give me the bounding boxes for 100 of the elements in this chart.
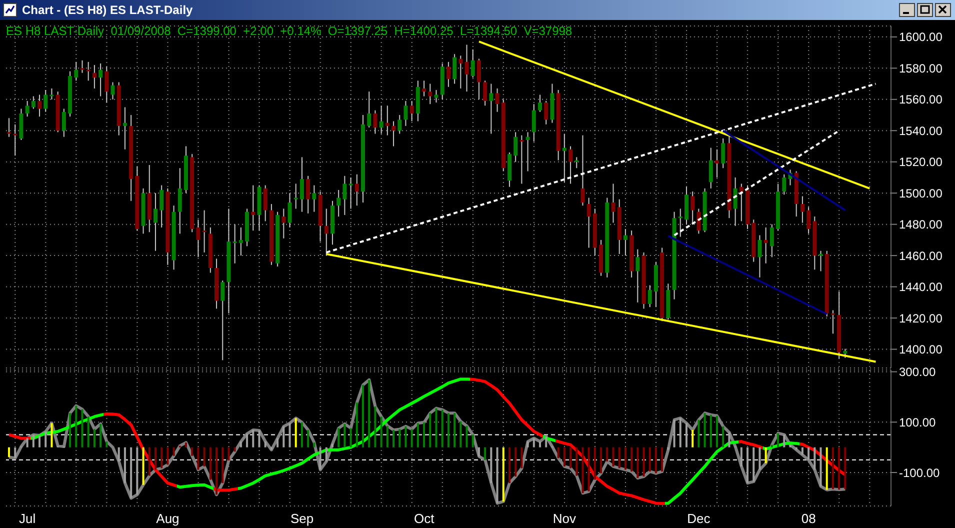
bar bbox=[466, 426, 468, 448]
bar bbox=[276, 438, 279, 448]
candlestick bbox=[538, 94, 542, 112]
bar bbox=[808, 447, 810, 460]
bar bbox=[313, 442, 316, 448]
candlestick bbox=[678, 208, 682, 238]
candlestick bbox=[348, 176, 353, 210]
bar bbox=[557, 447, 560, 458]
candlestick bbox=[830, 310, 835, 334]
candlestick bbox=[446, 61, 450, 88]
bar bbox=[600, 447, 602, 474]
candlestick bbox=[526, 132, 530, 172]
candlestick bbox=[86, 61, 90, 82]
bar bbox=[576, 447, 578, 476]
candlestick bbox=[7, 118, 11, 138]
candlestick bbox=[50, 88, 54, 100]
x-tick-label: Nov bbox=[552, 511, 577, 526]
bar bbox=[148, 447, 150, 476]
bar bbox=[69, 413, 72, 448]
bar bbox=[746, 447, 749, 484]
bar bbox=[185, 442, 187, 448]
bar bbox=[606, 447, 608, 462]
bar bbox=[618, 447, 620, 468]
candlestick bbox=[495, 88, 500, 112]
bar bbox=[282, 426, 285, 448]
bar bbox=[294, 418, 297, 448]
y-tick-label: 1600.00 bbox=[899, 30, 943, 44]
candlestick bbox=[398, 114, 402, 134]
candlestick bbox=[806, 206, 811, 234]
candlestick bbox=[306, 175, 310, 214]
bar bbox=[447, 413, 450, 448]
candlestick bbox=[263, 184, 268, 222]
candlestick bbox=[153, 192, 158, 252]
bar bbox=[838, 447, 840, 490]
candlestick bbox=[758, 234, 762, 278]
candlestick bbox=[282, 208, 286, 239]
x-tick-label: Dec bbox=[687, 511, 711, 526]
y-tick-label: 1440.00 bbox=[899, 280, 943, 294]
bar bbox=[783, 434, 786, 448]
bar bbox=[502, 447, 504, 502]
candlestick bbox=[25, 100, 30, 118]
bar bbox=[692, 430, 694, 448]
y-tick-label: -100.00 bbox=[899, 466, 940, 480]
bar bbox=[435, 408, 438, 448]
bar bbox=[81, 409, 84, 448]
bar bbox=[758, 447, 761, 470]
bar bbox=[740, 447, 742, 466]
candlestick bbox=[721, 138, 726, 169]
candlestick bbox=[764, 226, 768, 264]
candlestick bbox=[623, 228, 628, 256]
y-tick-label: 1480.00 bbox=[899, 218, 943, 232]
y-tick-label: 1500.00 bbox=[899, 186, 943, 200]
bar bbox=[820, 447, 822, 486]
bar bbox=[93, 429, 96, 448]
bar bbox=[429, 413, 432, 448]
bar bbox=[252, 430, 254, 448]
bar bbox=[246, 434, 248, 448]
y-tick-label: 1560.00 bbox=[899, 92, 943, 107]
candlestick bbox=[312, 184, 316, 212]
candlestick bbox=[288, 192, 292, 228]
candlestick bbox=[251, 184, 256, 232]
bar bbox=[222, 447, 224, 484]
bar bbox=[288, 423, 291, 448]
bar bbox=[685, 423, 688, 448]
bar bbox=[630, 447, 633, 472]
bar bbox=[454, 413, 456, 448]
bar bbox=[752, 447, 755, 482]
bar bbox=[441, 410, 444, 448]
bar bbox=[661, 447, 664, 472]
candlestick bbox=[464, 44, 469, 92]
candlestick bbox=[434, 90, 438, 104]
x-tick-label: Sep bbox=[290, 511, 314, 526]
bar bbox=[612, 447, 614, 466]
bar bbox=[172, 447, 175, 456]
bar bbox=[826, 447, 828, 490]
bar bbox=[331, 444, 334, 448]
candlestick bbox=[770, 224, 774, 258]
bar bbox=[216, 447, 218, 495]
candlestick bbox=[31, 96, 36, 110]
bar bbox=[32, 434, 34, 448]
candlestick bbox=[44, 90, 48, 112]
candlestick bbox=[38, 94, 42, 118]
candlestick bbox=[800, 196, 804, 224]
bar bbox=[130, 447, 132, 498]
bar bbox=[636, 447, 639, 478]
candlestick bbox=[300, 156, 304, 212]
bar bbox=[410, 429, 413, 448]
candlestick bbox=[470, 48, 475, 78]
candlestick bbox=[336, 189, 341, 218]
candlestick bbox=[342, 175, 347, 216]
bar bbox=[100, 424, 102, 448]
candlestick bbox=[324, 208, 328, 256]
bar bbox=[374, 406, 376, 448]
bar bbox=[789, 444, 792, 448]
bar bbox=[722, 426, 724, 448]
candlestick bbox=[636, 248, 640, 303]
candlestick bbox=[373, 110, 378, 134]
candlestick bbox=[392, 120, 396, 147]
bar bbox=[264, 442, 266, 448]
y-tick-label: 1420.00 bbox=[899, 311, 943, 326]
